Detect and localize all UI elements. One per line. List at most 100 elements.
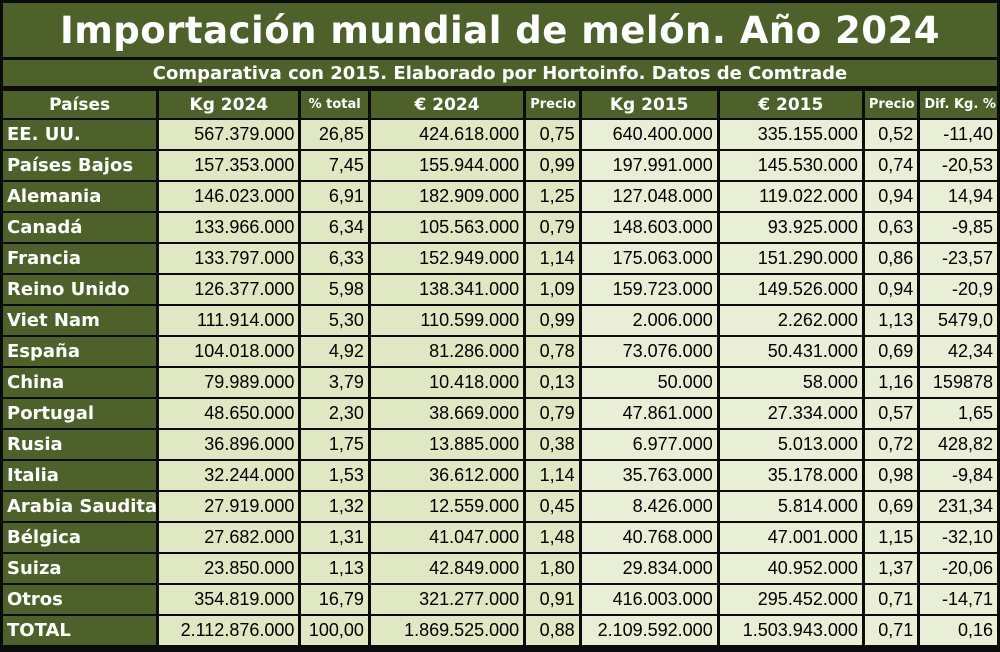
cell-eur-2024: 105.563.000 (370, 213, 524, 242)
cell-precio-2024: 0,99 (526, 151, 579, 180)
cell-precio-2024: 0,99 (526, 306, 579, 335)
cell-precio-2015: 0,72 (864, 430, 918, 459)
cell-kg-2015: 127.048.000 (581, 182, 717, 211)
cell-eur-2024: 155.944.000 (370, 151, 524, 180)
cell-kg-2015: 416.003.000 (581, 585, 717, 614)
cell-kg-2024: 32.244.000 (159, 461, 299, 490)
cell-kg-2015: 29.834.000 (581, 554, 717, 583)
cell-kg-2024: 146.023.000 (159, 182, 299, 211)
cell-country: Canadá (3, 213, 157, 242)
table-row: Italia 32.244.000 1,53 36.612.000 1,14 35.763… (3, 461, 997, 490)
table-row: Portugal 48.650.000 2,30 38.669.000 0,79 47.8… (3, 399, 997, 428)
cell-precio-2024: 0,13 (526, 368, 579, 397)
cell-kg-2024: 157.353.000 (159, 151, 299, 180)
cell-precio-2024: 0,75 (526, 120, 579, 149)
cell-dif-kg: 14,94 (920, 182, 997, 211)
cell-eur-2015: 335.155.000 (719, 120, 862, 149)
cell-dif-kg: -20,53 (920, 151, 997, 180)
cell-precio-2024: 0,79 (526, 399, 579, 428)
cell-pct-total: 16,79 (301, 585, 368, 614)
cell-precio-2015: 0,94 (864, 275, 918, 304)
cell-dif-kg: 5479,0 (920, 306, 997, 335)
col-header-eur-2024: € 2024 (370, 91, 524, 118)
cell-precio-2015: 0,52 (864, 120, 918, 149)
cell-kg-2024: 79.989.000 (159, 368, 299, 397)
cell-precio-2015: 0,94 (864, 182, 918, 211)
table-row: Reino Unido 126.377.000 5,98 138.341.000 1,0… (3, 275, 997, 304)
cell-eur-2024: 13.885.000 (370, 430, 524, 459)
data-table: Países Kg 2024 % total € 2024 Precio Kg … (0, 89, 1000, 647)
cell-kg-2015: 175.063.000 (581, 244, 717, 273)
cell-eur-2024: 424.618.000 (370, 120, 524, 149)
cell-precio-2015: 1,15 (864, 523, 918, 552)
cell-precio-2015: 0,69 (864, 492, 918, 521)
table-body: EE. UU. 567.379.000 26,85 424.618.000 0,75 64… (3, 120, 997, 645)
cell-precio-2015: 0,86 (864, 244, 918, 273)
cell-precio-2024: 1,48 (526, 523, 579, 552)
cell-country: España (3, 337, 157, 366)
table-row: Alemania 146.023.000 6,91 182.909.000 1,25 12… (3, 182, 997, 211)
cell-precio-2024: 1,25 (526, 182, 579, 211)
cell-precio-2015: 0,74 (864, 151, 918, 180)
cell-pct-total: 2,30 (301, 399, 368, 428)
cell-precio-2024: 0,38 (526, 430, 579, 459)
cell-eur-2024: 36.612.000 (370, 461, 524, 490)
cell-precio-2024: 1,14 (526, 244, 579, 273)
cell-eur-2024: 12.559.000 (370, 492, 524, 521)
cell-kg-2015: 6.977.000 (581, 430, 717, 459)
cell-pct-total: 6,34 (301, 213, 368, 242)
cell-kg-2015: 197.991.000 (581, 151, 717, 180)
cell-eur-2015: 295.452.000 (719, 585, 862, 614)
col-header-kg-2015: Kg 2015 (581, 91, 717, 118)
cell-precio-2024: 1,80 (526, 554, 579, 583)
cell-kg-2015: 73.076.000 (581, 337, 717, 366)
cell-eur-2024: 321.277.000 (370, 585, 524, 614)
cell-kg-2015: 47.861.000 (581, 399, 717, 428)
cell-kg-2015: 40.768.000 (581, 523, 717, 552)
cell-kg-2024: 23.850.000 (159, 554, 299, 583)
cell-kg-2024: 133.797.000 (159, 244, 299, 273)
cell-pct-total: 6,91 (301, 182, 368, 211)
cell-dif-kg: -14,71 (920, 585, 997, 614)
table-row: EE. UU. 567.379.000 26,85 424.618.000 0,75 64… (3, 120, 997, 149)
cell-kg-2024: 567.379.000 (159, 120, 299, 149)
cell-pct-total: 1,75 (301, 430, 368, 459)
cell-pct-total: 26,85 (301, 120, 368, 149)
cell-kg-2015: 2.109.592.000 (581, 616, 717, 645)
cell-pct-total: 1,53 (301, 461, 368, 490)
cell-country: Bélgica (3, 523, 157, 552)
cell-kg-2024: 126.377.000 (159, 275, 299, 304)
cell-dif-kg: 1,65 (920, 399, 997, 428)
cell-eur-2015: 1.503.943.000 (719, 616, 862, 645)
cell-eur-2024: 41.047.000 (370, 523, 524, 552)
cell-eur-2015: 119.022.000 (719, 182, 862, 211)
cell-country: China (3, 368, 157, 397)
cell-kg-2024: 2.112.876.000 (159, 616, 299, 645)
cell-eur-2024: 1.869.525.000 (370, 616, 524, 645)
cell-dif-kg: -32,10 (920, 523, 997, 552)
cell-kg-2015: 148.603.000 (581, 213, 717, 242)
table-row: Francia 133.797.000 6,33 152.949.000 1,14 175… (3, 244, 997, 273)
cell-precio-2015: 0,69 (864, 337, 918, 366)
cell-dif-kg: 42,34 (920, 337, 997, 366)
cell-eur-2024: 10.418.000 (370, 368, 524, 397)
col-header-pct-total: % total (301, 91, 368, 118)
cell-pct-total: 7,45 (301, 151, 368, 180)
cell-pct-total: 100,00 (301, 616, 368, 645)
cell-eur-2024: 152.949.000 (370, 244, 524, 273)
col-header-dif-kg: Dif. Kg. % (920, 91, 997, 118)
cell-dif-kg: -20,06 (920, 554, 997, 583)
cell-eur-2015: 47.001.000 (719, 523, 862, 552)
cell-kg-2024: 27.919.000 (159, 492, 299, 521)
cell-precio-2015: 0,71 (864, 585, 918, 614)
cell-eur-2015: 93.925.000 (719, 213, 862, 242)
cell-country: Suiza (3, 554, 157, 583)
cell-country: Países Bajos (3, 151, 157, 180)
cell-eur-2015: 151.290.000 (719, 244, 862, 273)
cell-precio-2015: 0,57 (864, 399, 918, 428)
cell-eur-2015: 27.334.000 (719, 399, 862, 428)
cell-dif-kg: 0,16 (920, 616, 997, 645)
cell-pct-total: 5,30 (301, 306, 368, 335)
cell-country: Reino Unido (3, 275, 157, 304)
